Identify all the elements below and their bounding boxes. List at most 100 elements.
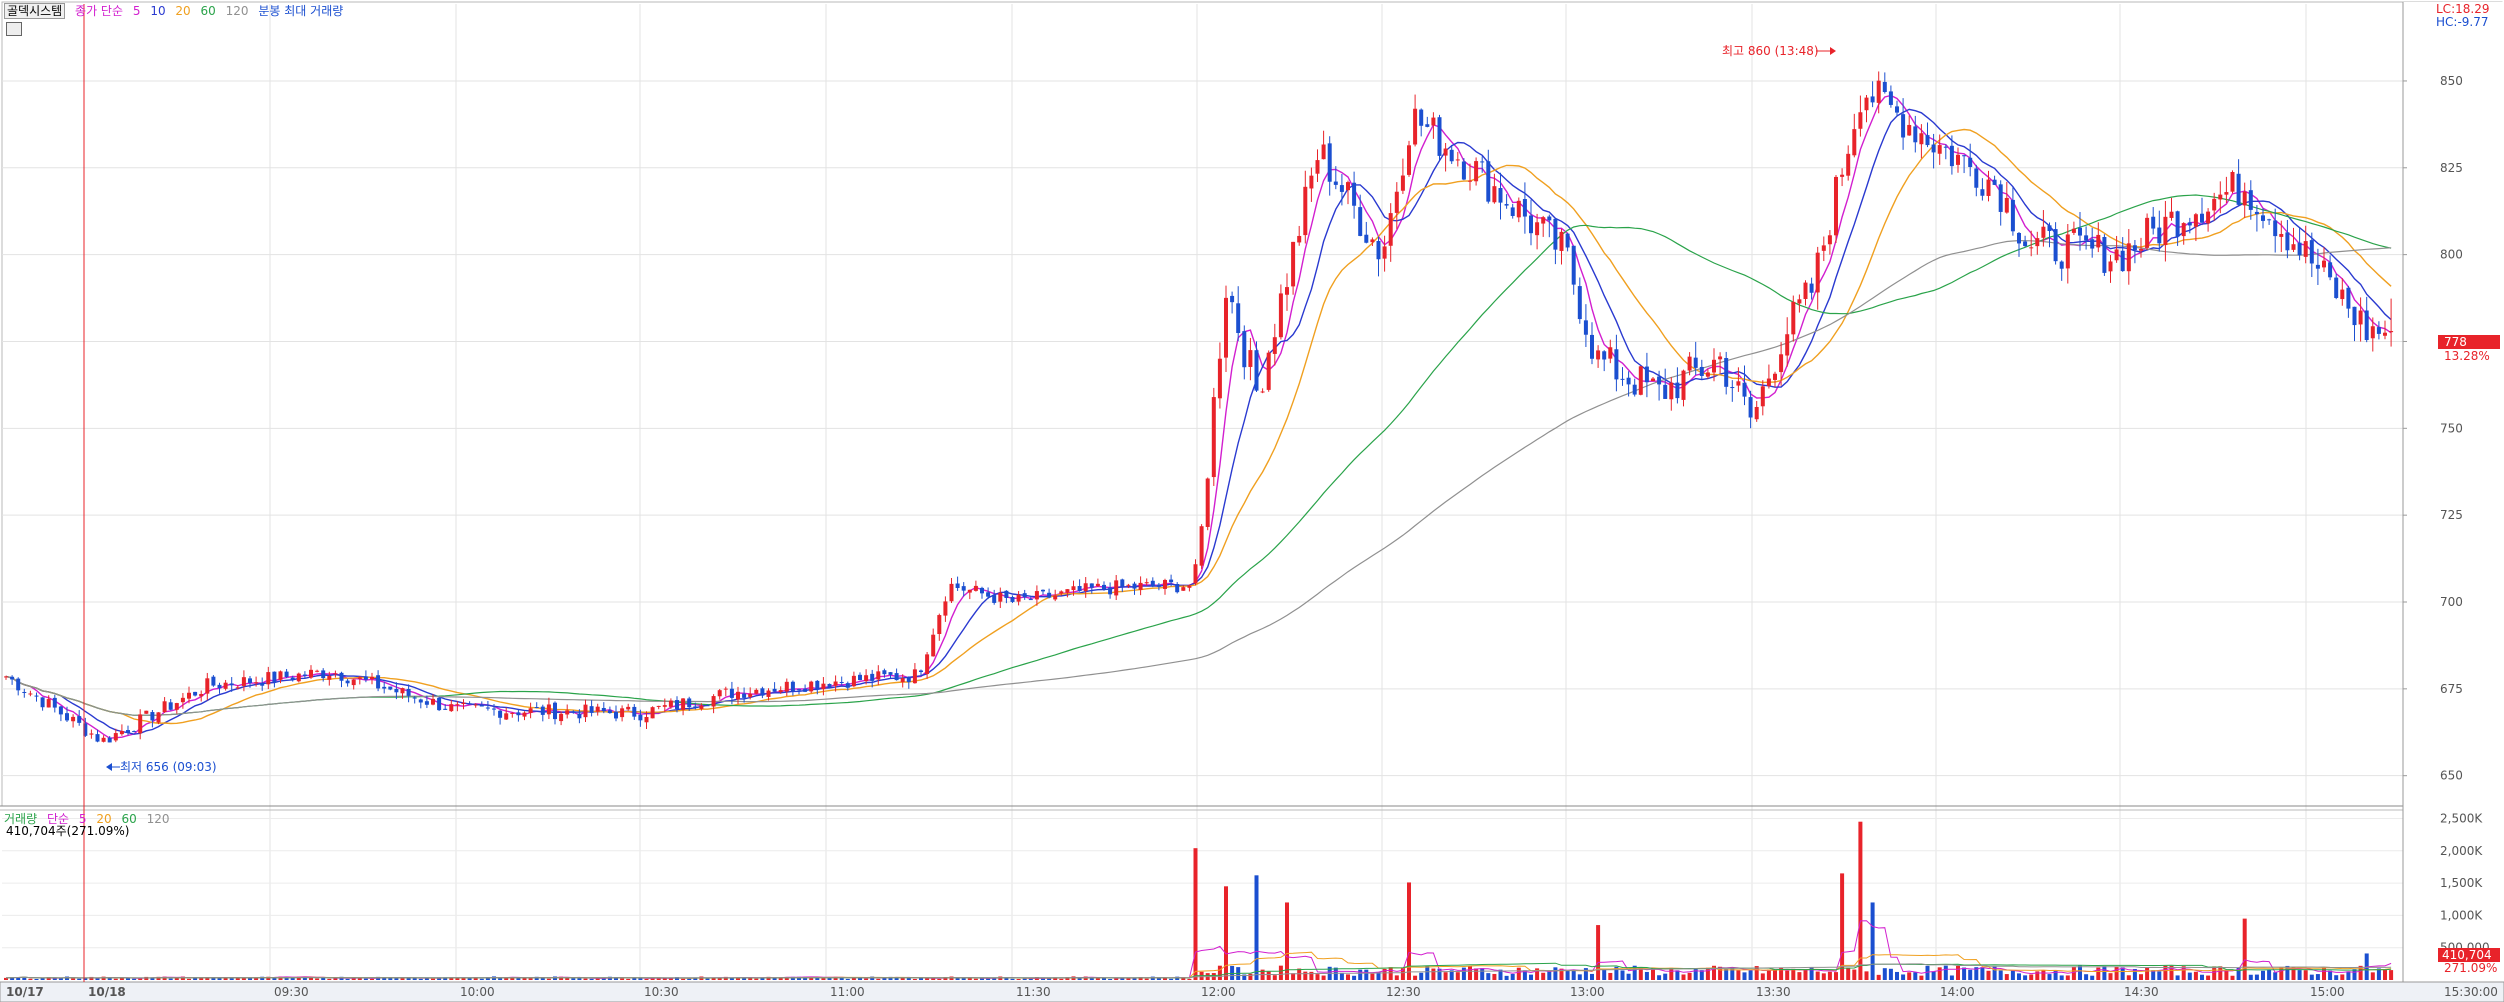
candle-body [2383, 332, 2387, 336]
candle-body [34, 695, 39, 697]
volume-bar [1724, 969, 1729, 980]
candle-body [2206, 211, 2211, 224]
y-tick-label: 700 [2440, 595, 2463, 609]
volume-bar [1577, 974, 1582, 980]
candle-body [1699, 366, 1704, 376]
volume-bar [363, 978, 368, 980]
candle-body [986, 592, 991, 597]
volume-bar [864, 978, 869, 980]
volume-bar [729, 977, 734, 980]
volume-bar [107, 977, 112, 980]
candle-body [1608, 347, 1613, 359]
volume-bar [1504, 975, 1509, 980]
volume-bar [333, 978, 338, 980]
volume-bar [882, 977, 887, 980]
volume-bar [2078, 965, 2082, 980]
volume-bar [1303, 971, 1308, 980]
ma-line-20 [5, 128, 2392, 725]
candle-body [2065, 234, 2070, 269]
candle-body [1834, 176, 1838, 236]
candle-body [1303, 186, 1308, 236]
volume-bar [290, 977, 295, 980]
volume-bar [1461, 967, 1466, 980]
grid-icon[interactable] [6, 22, 22, 36]
candle-body [2163, 216, 2168, 246]
volume-bar [565, 977, 570, 980]
candle-body [1089, 583, 1094, 588]
volume-bar [2346, 971, 2351, 980]
volume-bar [235, 977, 240, 980]
volume-grid [2, 817, 2403, 949]
candle-body [949, 583, 954, 602]
volume-bar [101, 976, 106, 980]
candle-body [10, 676, 15, 680]
volume-bar [1718, 966, 1723, 980]
candle-body [2334, 277, 2339, 298]
candle-body [193, 691, 198, 696]
candle-body [449, 704, 454, 712]
candle-body [772, 688, 777, 692]
volume-bar [858, 977, 862, 980]
volume-bar [1931, 971, 1936, 980]
candle-body [1095, 583, 1100, 587]
volume-tag-pct: 271.09% [2444, 961, 2497, 975]
volume-bar [1864, 971, 1869, 980]
ma-label: 종가 단순 [75, 4, 124, 18]
x-tick-label: 15:30:00 [2444, 985, 2498, 999]
volume-bar [1510, 973, 1515, 980]
candle-body [321, 670, 326, 678]
ma-line-10 [5, 108, 2392, 735]
candle-body [46, 699, 51, 708]
candle-body [681, 698, 686, 710]
candle-body [1352, 182, 1357, 206]
volume-bar [1937, 967, 1942, 980]
volume-bar [485, 977, 490, 980]
candle-body [1205, 478, 1210, 527]
volume-bar [65, 976, 69, 980]
price-tag-pct: 13.28% [2444, 349, 2490, 363]
volume-bar [248, 977, 252, 980]
volume-bar [1175, 976, 1180, 980]
candle-body [1687, 356, 1692, 371]
volume-bar [205, 977, 210, 980]
candle-body [2364, 310, 2369, 341]
volume-legend: 거래량 단순 5 20 60 120 [4, 810, 175, 827]
candle-body [784, 681, 789, 692]
volume-bar [2297, 970, 2302, 980]
volume-bar [2224, 970, 2229, 980]
candle-body [1327, 143, 1332, 182]
volume-bar [418, 978, 423, 980]
volume-bar [1010, 978, 1015, 980]
volume-bar [357, 977, 362, 980]
volume-bar [766, 976, 771, 980]
volume-bar [522, 977, 527, 980]
candle-body [1742, 382, 1747, 397]
system-name[interactable]: 골덱시스템 [4, 3, 66, 19]
lc-label: LC:18.29 [2436, 2, 2489, 16]
volume-bar [687, 978, 692, 980]
candle-body [790, 681, 795, 692]
candle-body [1120, 579, 1125, 587]
volume-bar [2291, 966, 2296, 980]
candle-body [1626, 377, 1631, 385]
candle-body [2358, 310, 2363, 325]
candle-body [1510, 207, 1515, 216]
volume-bar [150, 977, 155, 980]
y-tick-label: 850 [2440, 74, 2463, 88]
volume-bar [1224, 886, 1228, 980]
candle-body [406, 688, 411, 696]
volume-bar [345, 978, 350, 980]
volume-bar [138, 978, 143, 980]
volume-bar [534, 976, 539, 980]
candle-body [400, 688, 405, 694]
candle-body [2151, 216, 2156, 229]
ma-period-10: 10 [150, 4, 166, 18]
volume-bar [1321, 975, 1326, 980]
volume-bar [589, 978, 594, 980]
vol-ma-20: 20 [96, 812, 112, 826]
candle-body [2291, 244, 2296, 250]
candle-body [89, 733, 94, 735]
volume-bar [1766, 969, 1771, 980]
volume-bar [1114, 977, 1119, 980]
candle-body [1248, 350, 1253, 367]
